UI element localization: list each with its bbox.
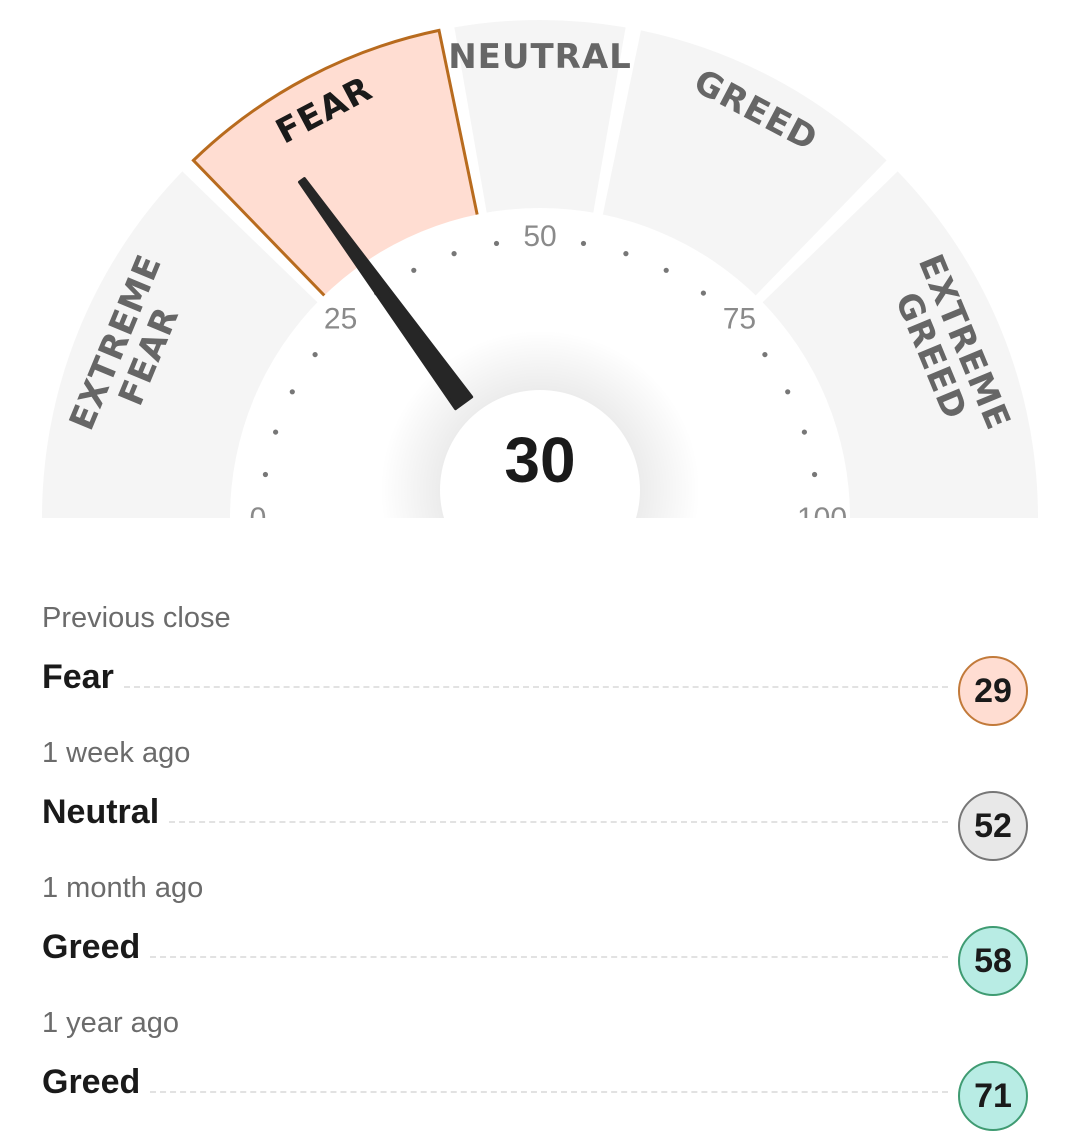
- hub: [440, 390, 640, 560]
- tick-dot: [785, 389, 791, 395]
- dotted-leader: [150, 1091, 948, 1093]
- segment-greed: [602, 30, 887, 299]
- history-rating: Greed: [42, 1062, 141, 1101]
- history-value-badge: 58: [958, 926, 1028, 996]
- tick-label: 25: [324, 303, 357, 336]
- gauge: EXTREMEFEARFEARNEUTRALGREEDEXTREMEGREED …: [0, 20, 1079, 560]
- history-item: 1 month ago Greed 58: [42, 872, 1028, 996]
- history-period: Previous close: [42, 602, 231, 634]
- tick-dot: [273, 429, 279, 435]
- tick-dot: [801, 429, 807, 435]
- dotted-leader: [150, 956, 948, 958]
- history-item: 1 week ago Neutral 52: [42, 737, 1028, 861]
- history-value-badge: 52: [958, 791, 1028, 861]
- tick-dot: [493, 240, 500, 247]
- segment-neutral: [454, 20, 626, 217]
- history-item: Previous close Fear 29: [42, 602, 1028, 726]
- history-value-badge: 71: [958, 1061, 1028, 1131]
- tick-label: 75: [723, 303, 756, 336]
- history-rating: Greed: [42, 927, 141, 966]
- tick-dot: [811, 471, 818, 478]
- tick-dot: [663, 267, 669, 273]
- tick-dot: [312, 351, 318, 358]
- tick-label: 50: [523, 220, 556, 253]
- history-rating: Neutral: [42, 792, 160, 831]
- tick-dot: [289, 389, 295, 395]
- dotted-leader: [169, 821, 948, 823]
- segment-extreme-greed: [759, 171, 1038, 518]
- tick-dot: [411, 267, 417, 273]
- tick-dot: [580, 240, 587, 247]
- tick-dot: [623, 251, 629, 257]
- gauge-value: 30: [504, 424, 575, 496]
- tick-dot: [262, 471, 269, 478]
- history-period: 1 month ago: [42, 872, 204, 904]
- needle: [298, 177, 474, 411]
- history-period: 1 year ago: [42, 1007, 180, 1039]
- history-value-badge: 29: [958, 656, 1028, 726]
- segment-label: NEUTRAL: [448, 37, 632, 77]
- history-period: 1 week ago: [42, 737, 191, 769]
- dotted-leader: [123, 686, 948, 688]
- tick-dot: [451, 251, 457, 257]
- tick-dot: [762, 351, 768, 358]
- segment-extreme-fear: [42, 171, 321, 518]
- tick-dot: [700, 290, 707, 296]
- history-item: 1 year ago Greed 71: [42, 1007, 1028, 1131]
- history-rating: Fear: [42, 657, 114, 696]
